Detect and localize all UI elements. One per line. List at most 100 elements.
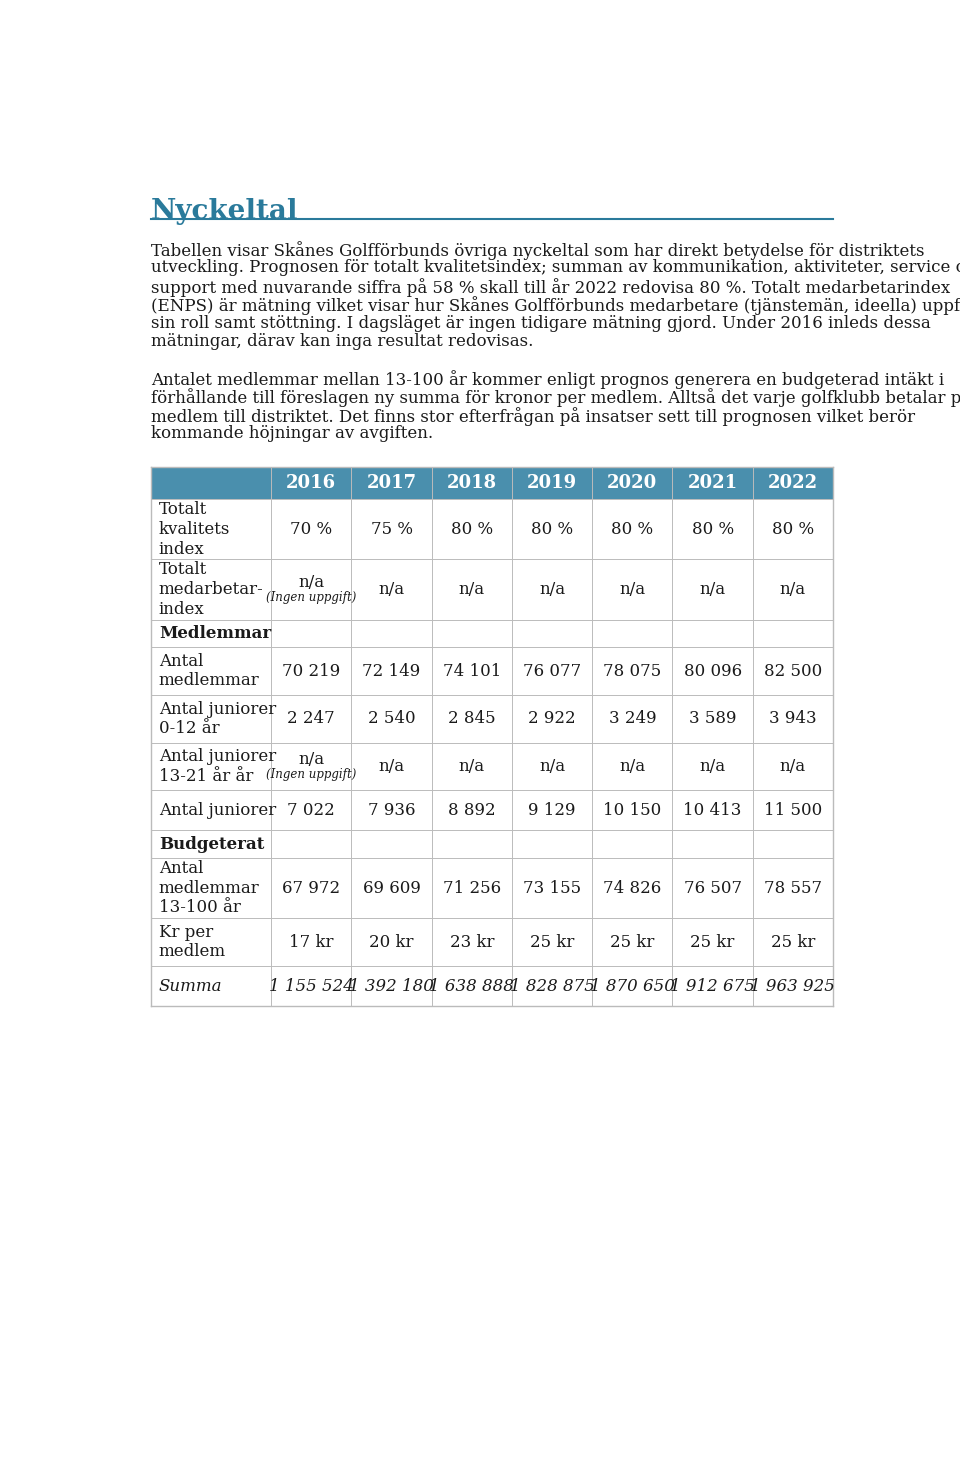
Text: 80 %: 80 % — [772, 521, 814, 538]
Text: n/a: n/a — [780, 580, 806, 598]
Text: n/a: n/a — [378, 759, 404, 775]
Text: (Ingen uppgift): (Ingen uppgift) — [266, 591, 356, 604]
Text: 70 219: 70 219 — [282, 663, 341, 679]
Text: n/a: n/a — [700, 759, 726, 775]
Text: Tabellen visar Skånes Golfförbunds övriga nyckeltal som har direkt betydelse för: Tabellen visar Skånes Golfförbunds övrig… — [151, 240, 924, 259]
Text: 3 943: 3 943 — [769, 710, 817, 728]
Text: 10 413: 10 413 — [684, 801, 742, 819]
Text: support med nuvarande siffra på 58 % skall till år 2022 redovisa 80 %. Totalt me: support med nuvarande siffra på 58 % ska… — [151, 277, 950, 296]
Text: 25 kr: 25 kr — [530, 934, 574, 950]
Text: 10 150: 10 150 — [603, 801, 661, 819]
Text: 1 155 524: 1 155 524 — [269, 978, 353, 994]
Text: n/a: n/a — [459, 580, 485, 598]
Text: n/a: n/a — [619, 759, 645, 775]
Text: Antal
medlemmar
13-100 år: Antal medlemmar 13-100 år — [158, 860, 259, 916]
Bar — [151, 620, 833, 647]
Text: 2 247: 2 247 — [287, 710, 335, 728]
Bar — [151, 647, 833, 695]
Text: n/a: n/a — [539, 759, 565, 775]
Text: n/a: n/a — [459, 759, 485, 775]
Text: 2021: 2021 — [687, 474, 737, 492]
Text: n/a: n/a — [299, 574, 324, 591]
Text: Antalet medlemmar mellan 13-100 år kommer enligt prognos generera en budgeterad : Antalet medlemmar mellan 13-100 år komme… — [151, 370, 944, 389]
Text: 67 972: 67 972 — [282, 879, 341, 897]
Text: 2 922: 2 922 — [528, 710, 576, 728]
Bar — [151, 695, 833, 742]
Text: 72 149: 72 149 — [363, 663, 420, 679]
Text: 25 kr: 25 kr — [771, 934, 815, 950]
Text: medlem till distriktet. Det finns stor efterfrågan på insatser sett till prognos: medlem till distriktet. Det finns stor e… — [151, 407, 915, 426]
Text: 74 826: 74 826 — [603, 879, 661, 897]
Text: (Ingen uppgift): (Ingen uppgift) — [266, 767, 356, 781]
Text: Antal
medlemmar: Antal medlemmar — [158, 653, 259, 689]
Text: 8 892: 8 892 — [448, 801, 495, 819]
Text: 1 392 180: 1 392 180 — [349, 978, 434, 994]
Text: (ENPS) är mätning vilket visar hur Skånes Golfförbunds medarbetare (tjänstemän, : (ENPS) är mätning vilket visar hur Skåne… — [151, 296, 960, 315]
Text: Totalt
medarbetar-
index: Totalt medarbetar- index — [158, 561, 263, 617]
Text: 78 075: 78 075 — [603, 663, 661, 679]
Text: 71 256: 71 256 — [443, 879, 501, 897]
Text: 25 kr: 25 kr — [690, 934, 734, 950]
Text: 2019: 2019 — [527, 474, 577, 492]
Text: n/a: n/a — [619, 580, 645, 598]
Text: 74 101: 74 101 — [443, 663, 501, 679]
Text: 1 870 650: 1 870 650 — [589, 978, 675, 994]
Text: 2020: 2020 — [608, 474, 658, 492]
Text: 25 kr: 25 kr — [611, 934, 655, 950]
Text: Antal juniorer: Antal juniorer — [158, 801, 276, 819]
Text: 1 963 925: 1 963 925 — [751, 978, 835, 994]
Text: 2 540: 2 540 — [368, 710, 416, 728]
Text: 7 022: 7 022 — [287, 801, 335, 819]
Bar — [151, 742, 833, 791]
Text: Medlemmar: Medlemmar — [158, 625, 271, 642]
Text: 76 077: 76 077 — [523, 663, 581, 679]
Text: 80 %: 80 % — [451, 521, 492, 538]
Bar — [151, 859, 833, 918]
Text: Antal juniorer
0-12 år: Antal juniorer 0-12 år — [158, 701, 276, 736]
Text: sin roll samt stöttning. I dagsläget är ingen tidigare mätning gjord. Under 2016: sin roll samt stöttning. I dagsläget är … — [151, 315, 931, 331]
Text: 7 936: 7 936 — [368, 801, 416, 819]
Text: 2016: 2016 — [286, 474, 336, 492]
Text: 75 %: 75 % — [371, 521, 413, 538]
Text: 73 155: 73 155 — [523, 879, 581, 897]
Text: 17 kr: 17 kr — [289, 934, 333, 950]
Text: Budgeterat: Budgeterat — [158, 835, 264, 853]
Text: 80 %: 80 % — [691, 521, 733, 538]
Text: 1 912 675: 1 912 675 — [670, 978, 755, 994]
Bar — [151, 499, 833, 560]
Text: 9 129: 9 129 — [528, 801, 576, 819]
Text: 3 589: 3 589 — [689, 710, 736, 728]
Text: 2 845: 2 845 — [448, 710, 495, 728]
Text: 82 500: 82 500 — [764, 663, 822, 679]
Text: 69 609: 69 609 — [363, 879, 420, 897]
Text: Summa: Summa — [158, 978, 223, 994]
Text: kommande höjningar av avgiften.: kommande höjningar av avgiften. — [151, 426, 433, 442]
Text: Antal juniorer
13-21 år år: Antal juniorer 13-21 år år — [158, 748, 276, 785]
Text: 80 096: 80 096 — [684, 663, 742, 679]
Text: n/a: n/a — [378, 580, 404, 598]
Text: Kr per
medlem: Kr per medlem — [158, 924, 226, 960]
Text: Totalt
kvalitets
index: Totalt kvalitets index — [158, 501, 230, 557]
Text: n/a: n/a — [299, 751, 324, 767]
Bar — [151, 791, 833, 831]
Bar — [151, 467, 833, 499]
Text: 1 828 875: 1 828 875 — [510, 978, 594, 994]
Bar — [151, 831, 833, 859]
Text: 23 kr: 23 kr — [449, 934, 494, 950]
Text: 76 507: 76 507 — [684, 879, 742, 897]
Text: 2022: 2022 — [768, 474, 818, 492]
Text: mätningar, därav kan inga resultat redovisas.: mätningar, därav kan inga resultat redov… — [151, 333, 534, 351]
Text: 3 249: 3 249 — [609, 710, 656, 728]
Text: 20 kr: 20 kr — [370, 934, 414, 950]
Text: n/a: n/a — [539, 580, 565, 598]
Text: 80 %: 80 % — [612, 521, 654, 538]
Text: 11 500: 11 500 — [764, 801, 822, 819]
Bar — [151, 966, 833, 1006]
Text: 1 638 888: 1 638 888 — [429, 978, 515, 994]
Text: 2018: 2018 — [446, 474, 497, 492]
Text: utveckling. Prognosen för totalt kvalitetsindex; summan av kommunikation, aktivi: utveckling. Prognosen för totalt kvalite… — [151, 259, 960, 275]
Text: förhållande till föreslagen ny summa för kronor per medlem. Alltså det varje gol: förhållande till föreslagen ny summa för… — [151, 389, 960, 408]
Text: 2017: 2017 — [367, 474, 417, 492]
Text: Nyckeltal: Nyckeltal — [151, 199, 299, 225]
Text: 80 %: 80 % — [531, 521, 573, 538]
